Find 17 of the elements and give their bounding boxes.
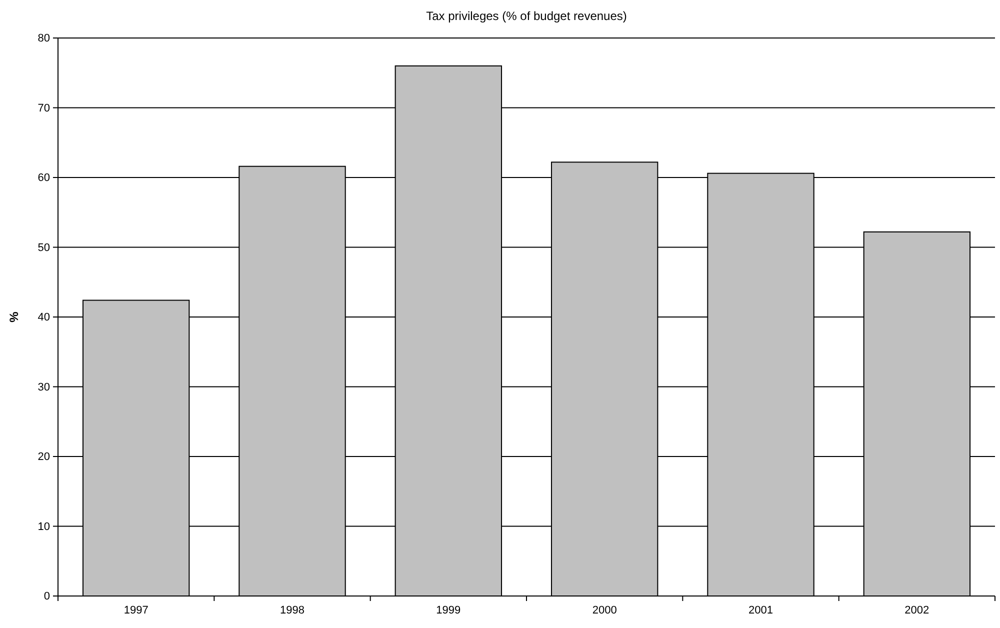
y-tick-label: 60: [38, 172, 50, 184]
y-tick-label: 80: [38, 32, 50, 45]
x-tick-label: 2000: [592, 604, 617, 616]
x-tick-label: 1997: [124, 604, 148, 616]
x-tick-label: 2002: [904, 604, 930, 616]
y-tick-label: 40: [38, 312, 50, 324]
y-tick-label: 70: [38, 102, 50, 114]
y-tick-label: 30: [38, 381, 50, 394]
y-tick-label: 10: [38, 520, 50, 533]
y-axis-title: %: [7, 311, 21, 322]
y-tick-label: 0: [44, 590, 50, 603]
y-tick-label: 20: [38, 451, 50, 464]
y-tick-label: 50: [38, 242, 50, 254]
x-tick-label: 1998: [280, 604, 304, 616]
x-tick-label: 1999: [436, 604, 461, 616]
x-tick-label: 2001: [748, 604, 773, 616]
chart-title: Tax privileges (% of budget revenues): [426, 9, 627, 23]
